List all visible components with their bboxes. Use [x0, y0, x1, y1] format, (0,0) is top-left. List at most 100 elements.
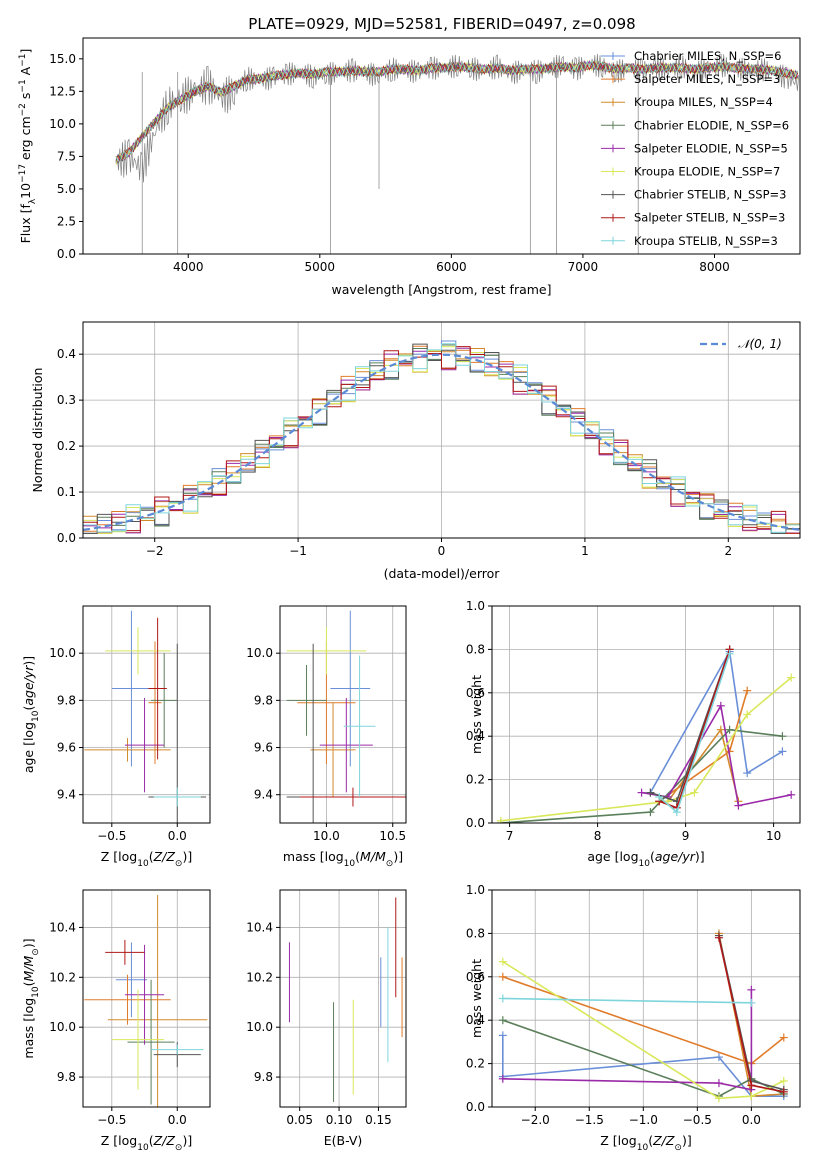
y-axis-label: mass weight [469, 675, 484, 754]
label-part: ( [648, 1133, 653, 1148]
x-tick-label: 8000 [699, 260, 730, 274]
label-part: )] [682, 1133, 692, 1148]
label-part: s [18, 93, 33, 104]
label-part: ( [21, 981, 36, 986]
y-axis-label: mass weight [469, 959, 484, 1038]
weight-vs-Z-panel: −2.0 −1.5 −1.0 −0.5 0.0 0.0 0.2 0.4 0.6 0.8 1.0 Z [… [466, 883, 801, 1153]
x-tick-label: −2 [146, 544, 164, 558]
x-tick-label: 0.15 [365, 1113, 392, 1127]
x-axis-label: Z [log10(Z/Z⊙)] [101, 1133, 192, 1153]
x-axis-label: age [log10(age/yr)] [587, 849, 704, 869]
y-tick-label: 10.0 [49, 117, 76, 131]
x-tick-label: −1.0 [629, 1113, 658, 1127]
x-tick-label: 0.10 [326, 1113, 353, 1127]
x-tick-label: 7 [506, 829, 514, 843]
y-tick-label: 9.6 [57, 741, 76, 755]
label-part: 10 [137, 859, 149, 869]
axes-frame [82, 605, 211, 824]
label-part: ( [355, 849, 360, 864]
y-tick-label: 0.0 [466, 1100, 485, 1114]
label-part: M/M [21, 955, 36, 981]
x-tick-label: 10.5 [379, 829, 406, 843]
label-part: M/M [360, 849, 386, 864]
label-part: erg cm [18, 116, 33, 164]
x-tick-label: −0.5 [683, 1113, 712, 1127]
y-tick-label: 9.6 [254, 741, 273, 755]
label-part: Flux [f [18, 204, 33, 244]
normal-curve [83, 353, 800, 531]
label-part: 10 [344, 859, 356, 869]
x-tick-label: 0.0 [168, 1113, 187, 1127]
y-tick-label: 0.2 [57, 439, 76, 453]
plot-area [115, 53, 800, 254]
y-tick-label: 0.4 [466, 1013, 485, 1027]
axes-frame [82, 37, 801, 255]
residual-histogram-step [83, 343, 800, 533]
y-tick-label: 1.0 [466, 599, 485, 613]
legend-label: Salpeter MILES, N_SSP=3 [634, 72, 780, 86]
y-tick-label: 0.0 [57, 247, 76, 261]
x-tick-label: 2 [724, 544, 732, 558]
x-tick-label: 9 [682, 829, 690, 843]
x-axis-label: Z [log10(Z/Z⊙)] [101, 849, 192, 869]
label-part: ⊙ [386, 859, 394, 869]
y-tick-label: 9.8 [57, 693, 76, 707]
label-part: )] [182, 1133, 192, 1148]
label-part: −17 [18, 164, 28, 183]
x-tick-label: −2.0 [521, 1113, 550, 1127]
mass-vs-ebv-panel: 0.05 0.10 0.15 9.8 10.0 10.2 10.4 E(B-V) [246, 889, 407, 1148]
label-part: Z [log [101, 1133, 137, 1148]
axes-frame [279, 889, 407, 1108]
legend-label: Kroupa MILES, N_SSP=4 [634, 95, 773, 109]
y-tick-label: 0.0 [466, 816, 485, 830]
label-part: ⊙ [31, 948, 41, 956]
label-part: 10 [637, 1143, 649, 1153]
y-axis-label: age [log10(age/yr)] [21, 656, 41, 773]
x-axis-label: Z [log10(Z/Z⊙)] [600, 1133, 691, 1153]
label-part: Z [log [600, 1133, 636, 1148]
model-spectrum-line [115, 61, 799, 163]
x-tick-label: 0.0 [742, 1113, 761, 1127]
y-tick-label: 0.2 [466, 773, 485, 787]
y-tick-label: 9.8 [254, 1070, 273, 1084]
y-tick-label: 10.0 [49, 1020, 76, 1034]
y-tick-label: 0.8 [466, 926, 485, 940]
y-tick-label: 0.4 [57, 347, 76, 361]
x-tick-label: 0.05 [286, 1113, 313, 1127]
mass-vs-Z-panel: −0.5 0.09.810.010.210.4Z [log10(Z/Z⊙)]mas… [21, 889, 211, 1153]
legend-label: Salpeter ELODIE, N_SSP=5 [634, 141, 788, 155]
label-part: ⊙ [175, 1143, 183, 1153]
y-tick-label: 0.0 [57, 531, 76, 545]
axes-frame [491, 889, 801, 1108]
label-part: mass [log [21, 998, 36, 1059]
weight-series-line [649, 649, 783, 793]
label-part: −1 [18, 54, 28, 67]
y-tick-label: 7.5 [57, 149, 76, 163]
model-spectrum-line [115, 59, 799, 163]
x-axis-label: mass [log10(M/M⊙)] [283, 849, 403, 869]
legend-label: Chabrier STELIB, N_SSP=3 [634, 188, 786, 202]
model-spectrum-line [115, 60, 799, 165]
label-part: −1 [18, 79, 28, 92]
label-part: Z/Z [652, 1133, 675, 1148]
axes-frame [279, 605, 407, 824]
y-tick-label: 5.0 [57, 182, 76, 196]
plot-area [83, 340, 800, 534]
x-axis-label: (data-model)/error [384, 566, 501, 581]
y-axis-label: mass [log10(M/M⊙)] [21, 938, 41, 1058]
weight-series-line [502, 989, 753, 1091]
label-part: 10 [137, 1143, 149, 1153]
weight-series-line [502, 1019, 785, 1098]
label-part: Z/Z [153, 1133, 176, 1148]
y-tick-label: 12.5 [49, 84, 76, 98]
x-tick-label: 6000 [436, 260, 467, 274]
label-part: Z/Z [153, 849, 176, 864]
y-tick-label: 2.5 [57, 214, 76, 228]
x-tick-label: 8 [594, 829, 602, 843]
label-part: mass [log [283, 849, 344, 864]
y-tick-label: 10.0 [246, 646, 273, 660]
y-tick-label: 0.2 [466, 1057, 485, 1071]
label-part: age [log [587, 849, 638, 864]
age-vs-Z-panel: −0.5 0.09.49.69.810.0Z [log10(Z/Z⊙)]age [… [21, 605, 211, 869]
